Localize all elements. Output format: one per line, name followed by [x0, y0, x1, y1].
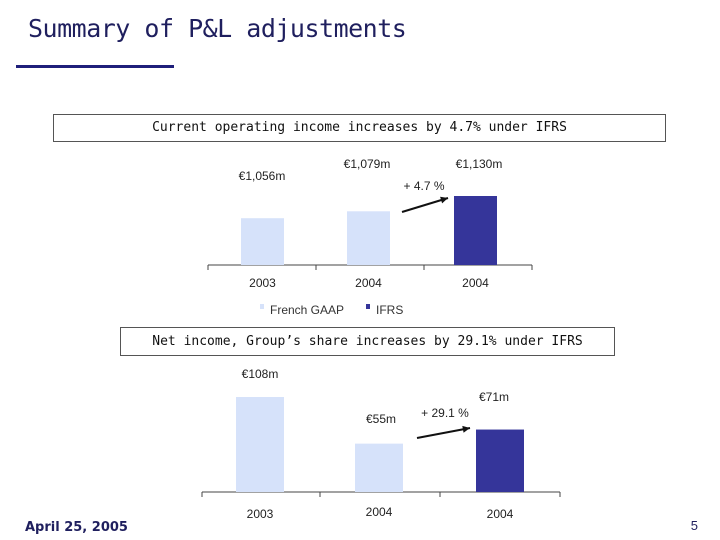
- title-underline: [16, 65, 174, 68]
- chart2-bar-french-gaap-1: [355, 443, 403, 492]
- legend-label-ifrs: IFRS: [376, 303, 403, 317]
- chart2-category-label: 2004: [366, 505, 393, 519]
- legend-swatch-ifrs: [366, 304, 370, 309]
- chart2-bar-ifrs-2: [476, 429, 524, 492]
- chart2-growth-arrow: [416, 427, 471, 439]
- chart2-title: Net income, Group’s share increases by 2…: [120, 327, 615, 356]
- chart2-arrow-head: [462, 425, 470, 433]
- chart1-bar-ifrs-2: [454, 196, 497, 265]
- chart1-arrow-head: [440, 196, 448, 204]
- chart1-data-label: €1,130m: [456, 157, 503, 171]
- chart1-category-label: 2003: [249, 276, 276, 290]
- chart1-title: Current operating income increases by 4.…: [53, 114, 666, 142]
- chart1-bar-french-gaap-1: [347, 211, 390, 265]
- footer-date: April 25, 2005: [25, 520, 128, 535]
- chart2-data-label: €55m: [366, 412, 396, 426]
- chart1-data-label: €1,079m: [344, 157, 391, 171]
- legend-label-french-gaap: French GAAP: [270, 303, 344, 317]
- page-number: 5: [690, 518, 698, 533]
- chart2-growth-annotation: + 29.1 %: [421, 406, 469, 420]
- chart2-category-label: 2003: [247, 507, 274, 521]
- chart1-bar-french-gaap-0: [241, 218, 284, 265]
- chart2-category-label: 2004: [487, 507, 514, 521]
- legend-swatch-french-gaap: [260, 304, 264, 309]
- chart2-bar-french-gaap-0: [236, 397, 284, 492]
- chart2-data-label: €71m: [479, 390, 509, 404]
- chart1-growth-annotation: + 4.7 %: [403, 179, 444, 193]
- chart1-growth-arrow: [401, 197, 449, 213]
- chart2-data-label: €108m: [242, 367, 279, 381]
- chart1-category-label: 2004: [355, 276, 382, 290]
- chart1-data-label: €1,056m: [239, 169, 286, 183]
- page-title: Summary of P&L adjustments: [28, 14, 407, 43]
- chart1-category-label: 2004: [462, 276, 489, 290]
